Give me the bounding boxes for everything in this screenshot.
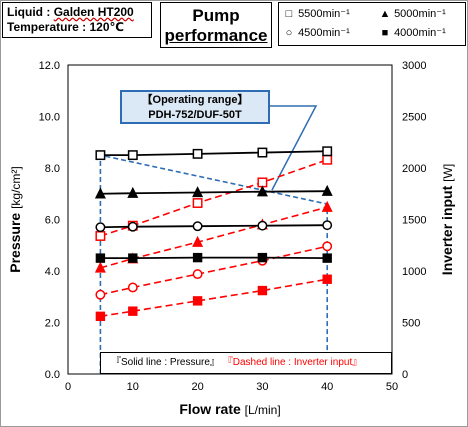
y-axis-title: Pressure [kg/cm²] (7, 166, 23, 273)
data-point (127, 150, 138, 161)
data-point (257, 177, 268, 188)
data-point (322, 274, 332, 284)
y2-tick-label: 3000 (402, 60, 426, 72)
y-tick-label: 2.0 (45, 318, 60, 330)
data-point (322, 241, 333, 252)
data-point (128, 253, 138, 263)
data-point (192, 148, 203, 159)
data-point (127, 186, 139, 198)
dashed-line-note: 『Dashed line : Inverter input』 (222, 357, 363, 368)
data-point (321, 184, 333, 196)
x-tick-label: 30 (256, 381, 268, 393)
y2-tick-label: 2000 (402, 163, 426, 175)
solid-line-note: 『Solid line : Pressure』 (111, 357, 220, 368)
legend-label: 5500min⁻¹ (298, 8, 350, 20)
x-tick-label: 20 (191, 381, 203, 393)
data-point (322, 220, 333, 231)
data-point (257, 147, 268, 158)
data-point (128, 306, 138, 316)
data-point (192, 221, 203, 232)
temperature-separator: : (82, 20, 87, 34)
temperature-value: 120℃ (89, 20, 125, 34)
operating-range-title: 【Operating range】 (141, 94, 249, 106)
y-tick-label: 12.0 (39, 60, 60, 72)
chart-title-line1: Pump (192, 6, 240, 25)
data-point (192, 269, 203, 280)
liquid-info-box: Liquid : Galden HT200 Temperature : 120℃ (2, 2, 152, 38)
operating-range-pointer (270, 105, 318, 191)
series (94, 146, 333, 322)
temperature-row: Temperature : 120℃ (7, 20, 147, 35)
x-tick-label: 10 (127, 381, 139, 393)
y-tick-label: 8.0 (45, 163, 60, 175)
data-point (322, 154, 333, 165)
y-tick-label: 4.0 (45, 266, 60, 278)
y-tick-label: 10.0 (39, 112, 60, 124)
data-point (95, 311, 106, 322)
legend: □ 5500min⁻¹ ▲ 5000min⁻¹ ○ 4500min⁻¹ ■ 40… (278, 2, 466, 46)
data-point (257, 220, 268, 231)
filled-square-icon: ■ (381, 27, 389, 39)
y2-tick-label: 2500 (402, 112, 426, 124)
y2-tick-label: 1000 (402, 266, 426, 278)
open-circle-icon: ○ (285, 27, 293, 39)
x-tick-label: 0 (65, 381, 71, 393)
legend-item-4500: ○ 4500min⁻¹ (283, 26, 350, 40)
data-point (322, 253, 332, 263)
data-point (322, 146, 333, 157)
data-point (192, 252, 203, 263)
liquid-value: Galden HT200 (53, 5, 134, 19)
data-point (95, 253, 106, 263)
data-point (95, 231, 106, 241)
liquid-label: Liquid (7, 5, 43, 19)
legend-label: 4000min⁻¹ (394, 27, 446, 39)
filled-triangle-icon: ▲ (379, 8, 391, 20)
data-point (192, 296, 203, 306)
data-point (94, 261, 106, 273)
line-style-note: 『Solid line : Pressure』 『Dashed line : I… (100, 352, 392, 374)
axis-labels: 0.02.04.06.08.010.012.005001000150020002… (7, 60, 455, 417)
open-square-icon: □ (285, 8, 293, 20)
legend-label: 5000min⁻¹ (394, 8, 446, 20)
data-point (257, 285, 268, 296)
y2-axis-title: Inverter input [W] (439, 164, 455, 275)
x-axis-title: Flow rate [L/min] (179, 401, 280, 417)
x-tick-label: 50 (386, 381, 398, 393)
data-point (257, 252, 268, 263)
liquid-separator: : (46, 5, 51, 19)
operating-range-model: PDH-752/DUF-50T (148, 109, 242, 121)
data-point (192, 198, 203, 208)
data-point (192, 235, 204, 247)
chart-title-box: Pump performance (160, 2, 272, 48)
y2-tick-label: 500 (402, 318, 420, 330)
liquid-row: Liquid : Galden HT200 (7, 5, 147, 20)
legend-item-5500: □ 5500min⁻¹ (283, 7, 350, 21)
y-tick-label: 0.0 (45, 369, 60, 381)
data-point (321, 200, 333, 212)
data-point (127, 282, 138, 293)
y2-tick-label: 1500 (402, 215, 426, 227)
data-point (256, 185, 268, 197)
data-point (127, 221, 138, 232)
data-point (95, 222, 106, 233)
chart-title-line2: performance (164, 26, 268, 45)
y2-tick-label: 0 (402, 369, 408, 381)
y-tick-label: 6.0 (45, 215, 60, 227)
legend-item-5000: ▲ 5000min⁻¹ (379, 7, 446, 21)
operating-range-label: 【Operating range】 PDH-752/DUF-50T (120, 90, 270, 124)
legend-item-4000: ■ 4000min⁻¹ (379, 26, 446, 40)
data-point (95, 289, 106, 300)
data-point (192, 186, 204, 198)
operating-range-boundary (99, 105, 329, 374)
x-tick-label: 40 (321, 381, 333, 393)
legend-label: 4500min⁻¹ (298, 27, 350, 39)
temperature-label: Temperature (7, 20, 79, 34)
data-point (95, 150, 106, 161)
data-point (94, 187, 106, 199)
